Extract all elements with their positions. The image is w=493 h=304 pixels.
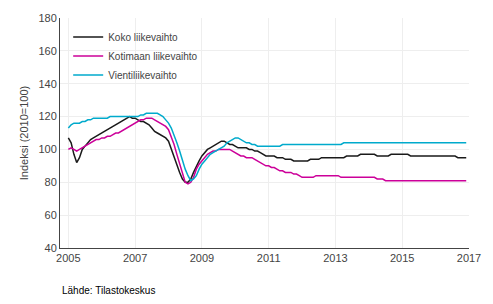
svg-text:140: 140 bbox=[38, 78, 56, 90]
svg-text:80: 80 bbox=[45, 176, 57, 188]
svg-text:Koko liikevaihto: Koko liikevaihto bbox=[108, 32, 178, 43]
svg-text:60: 60 bbox=[45, 209, 57, 221]
svg-text:Indeksi (2010=100): Indeksi (2010=100) bbox=[18, 86, 30, 180]
svg-text:2011: 2011 bbox=[257, 252, 281, 264]
svg-text:Vientiliikevaihto: Vientiliikevaihto bbox=[108, 70, 177, 81]
svg-text:40: 40 bbox=[45, 242, 57, 254]
svg-text:Kotimaan liikevaihto: Kotimaan liikevaihto bbox=[108, 51, 197, 62]
svg-text:100: 100 bbox=[38, 143, 56, 155]
svg-text:2015: 2015 bbox=[390, 252, 414, 264]
svg-text:2005: 2005 bbox=[56, 252, 80, 264]
svg-text:160: 160 bbox=[38, 45, 56, 57]
svg-text:2007: 2007 bbox=[123, 252, 147, 264]
svg-text:2013: 2013 bbox=[323, 252, 347, 264]
svg-text:Lähde: Tilastokeskus: Lähde: Tilastokeskus bbox=[62, 285, 155, 296]
svg-text:180: 180 bbox=[38, 12, 56, 24]
svg-text:2009: 2009 bbox=[190, 252, 214, 264]
svg-text:120: 120 bbox=[38, 110, 56, 122]
svg-text:2017: 2017 bbox=[457, 252, 481, 264]
